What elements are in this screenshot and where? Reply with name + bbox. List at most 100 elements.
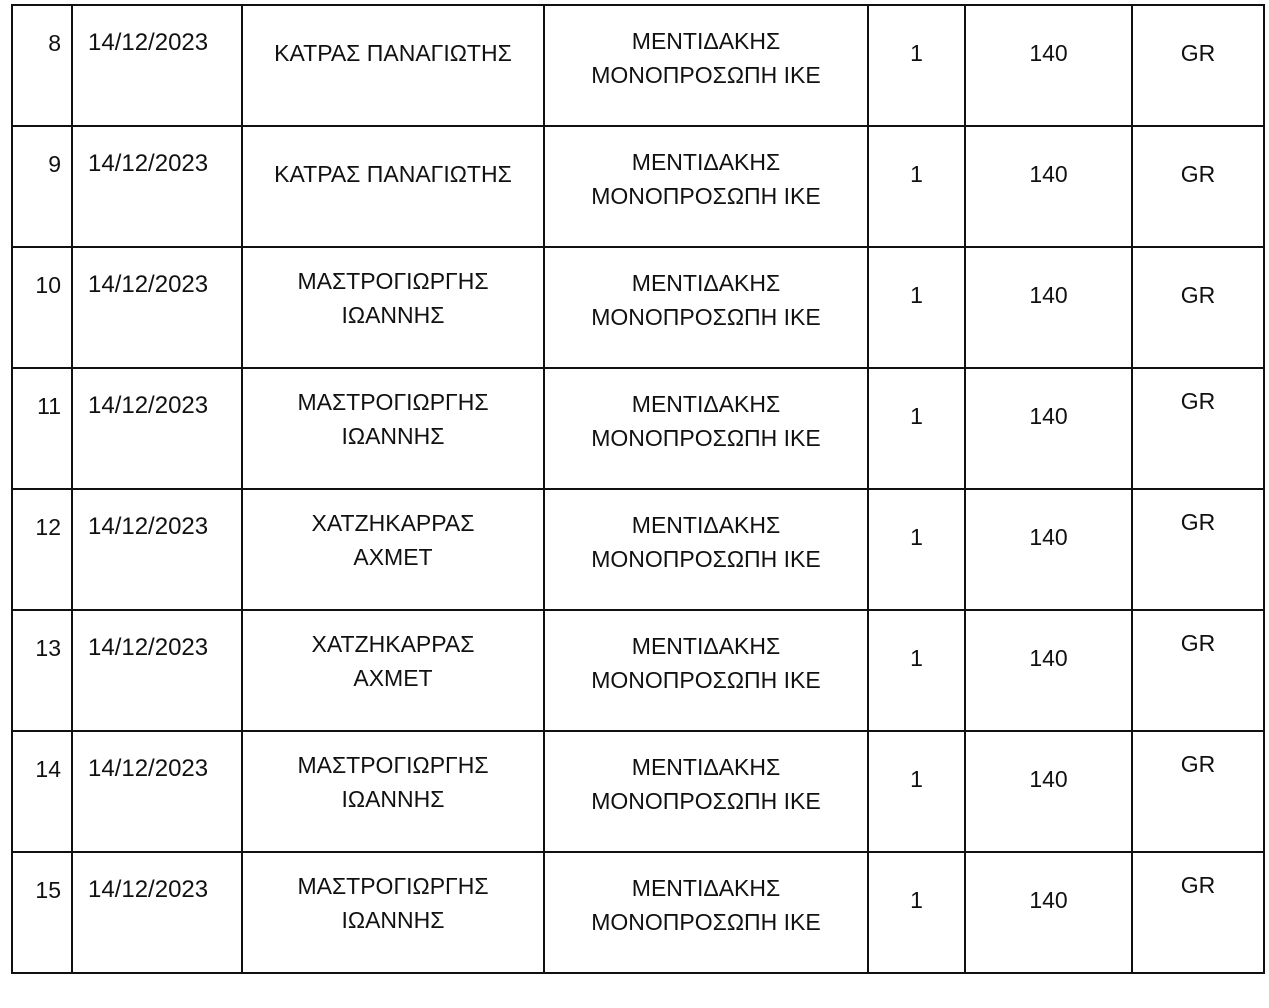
quantity-cell: 1 xyxy=(867,609,966,732)
country: GR xyxy=(1180,509,1216,535)
person-name-cell: ΜΑΣΤΡΟΓΙΩΡΓΗΣ ΙΩΑΝΝΗΣ xyxy=(241,367,545,490)
person-name: ΜΑΣΤΡΟΓΙΩΡΓΗΣ xyxy=(297,873,489,899)
table-row: 14 14/12/2023 ΜΑΣΤΡΟΓΙΩΡΓΗΣ ΙΩΑΝΝΗΣ ΜΕΝΤΙΔΑΚ… xyxy=(11,730,1265,853)
date: 14/12/2023 xyxy=(88,29,209,56)
company-name: ΜΕΝΤΙΔΑΚΗΣ xyxy=(631,875,781,901)
quantity-cell: 1 xyxy=(867,851,966,974)
row-number-cell: 11 xyxy=(11,367,73,490)
quantity: 1 xyxy=(910,282,923,308)
quantity-cell: 1 xyxy=(867,125,966,248)
quantity-cell: 1 xyxy=(867,730,966,853)
date-cell: 14/12/2023 xyxy=(71,4,243,127)
person-name-cell: ΚΑΤΡΑΣ ΠΑΝΑΓΙΩΤΗΣ xyxy=(241,4,545,127)
date: 14/12/2023 xyxy=(88,271,209,298)
person-name: ΚΑΤΡΑΣ ΠΑΝΑΓΙΩΤΗΣ xyxy=(274,40,512,66)
amount: 140 xyxy=(1029,766,1068,792)
company-name-cell: ΜΕΝΤΙΔΑΚΗΣ ΜΟΝΟΠΡΟΣΩΠΗ ΙΚΕ xyxy=(543,246,869,369)
row-number: 12 xyxy=(35,514,61,540)
person-name: ΜΑΣΤΡΟΓΙΩΡΓΗΣ xyxy=(297,268,489,294)
person-name-cell: ΚΑΤΡΑΣ ΠΑΝΑΓΙΩΤΗΣ xyxy=(241,125,545,248)
company-name: ΜΟΝΟΠΡΟΣΩΠΗ ΙΚΕ xyxy=(591,62,821,88)
amount-cell: 140 xyxy=(964,246,1133,369)
row-number-cell: 12 xyxy=(11,488,73,611)
row-number-cell: 15 xyxy=(11,851,73,974)
amount: 140 xyxy=(1029,282,1068,308)
company-name-cell: ΜΕΝΤΙΔΑΚΗΣ ΜΟΝΟΠΡΟΣΩΠΗ ΙΚΕ xyxy=(543,609,869,732)
date: 14/12/2023 xyxy=(88,392,209,419)
table-row: 13 14/12/2023 ΧΑΤΖΗΚΑΡΡΑΣ ΑΧΜΕΤ ΜΕΝΤΙΔΑΚΗΣ ΜΟ… xyxy=(11,609,1265,732)
row-number-cell: 8 xyxy=(11,4,73,127)
company-name-cell: ΜΕΝΤΙΔΑΚΗΣ ΜΟΝΟΠΡΟΣΩΠΗ ΙΚΕ xyxy=(543,851,869,974)
date-cell: 14/12/2023 xyxy=(71,488,243,611)
company-name: ΜΕΝΤΙΔΑΚΗΣ xyxy=(631,633,781,659)
country-cell: GR xyxy=(1131,851,1265,974)
quantity: 1 xyxy=(910,524,923,550)
date: 14/12/2023 xyxy=(88,513,209,540)
table-row: 12 14/12/2023 ΧΑΤΖΗΚΑΡΡΑΣ ΑΧΜΕΤ ΜΕΝΤΙΔΑΚΗΣ ΜΟ… xyxy=(11,488,1265,611)
company-name: ΜΟΝΟΠΡΟΣΩΠΗ ΙΚΕ xyxy=(591,667,821,693)
table-row: 9 14/12/2023 ΚΑΤΡΑΣ ΠΑΝΑΓΙΩΤΗΣ ΜΕΝΤΙΔΑΚΗΣ ΜΟ… xyxy=(11,125,1265,248)
person-name-cell: ΜΑΣΤΡΟΓΙΩΡΓΗΣ ΙΩΑΝΝΗΣ xyxy=(241,851,545,974)
row-number: 11 xyxy=(37,393,61,419)
row-number: 13 xyxy=(35,635,61,661)
date: 14/12/2023 xyxy=(88,755,209,782)
quantity: 1 xyxy=(910,887,923,913)
company-name: ΜΟΝΟΠΡΟΣΩΠΗ ΙΚΕ xyxy=(591,304,821,330)
date: 14/12/2023 xyxy=(88,876,209,903)
company-name: ΜΕΝΤΙΔΑΚΗΣ xyxy=(631,149,781,175)
country-cell: GR xyxy=(1131,609,1265,732)
country: GR xyxy=(1180,872,1216,898)
amount: 140 xyxy=(1029,524,1068,550)
person-name: ΙΩΑΝΝΗΣ xyxy=(341,907,445,933)
quantity-cell: 1 xyxy=(867,4,966,127)
table-row: 11 14/12/2023 ΜΑΣΤΡΟΓΙΩΡΓΗΣ ΙΩΑΝΝΗΣ ΜΕΝΤΙΔΑΚ… xyxy=(11,367,1265,490)
company-name-cell: ΜΕΝΤΙΔΑΚΗΣ ΜΟΝΟΠΡΟΣΩΠΗ ΙΚΕ xyxy=(543,367,869,490)
country-cell: GR xyxy=(1131,488,1265,611)
row-number: 10 xyxy=(35,272,61,298)
table-row: 15 14/12/2023 ΜΑΣΤΡΟΓΙΩΡΓΗΣ ΙΩΑΝΝΗΣ ΜΕΝΤΙΔΑΚ… xyxy=(11,851,1265,974)
person-name: ΧΑΤΖΗΚΑΡΡΑΣ xyxy=(311,510,475,536)
quantity: 1 xyxy=(910,403,923,429)
amount-cell: 140 xyxy=(964,488,1133,611)
amount: 140 xyxy=(1029,161,1068,187)
country: GR xyxy=(1180,388,1216,414)
amount-cell: 140 xyxy=(964,730,1133,853)
date: 14/12/2023 xyxy=(88,634,209,661)
person-name: ΙΩΑΝΝΗΣ xyxy=(341,786,445,812)
table-row: 8 14/12/2023 ΚΑΤΡΑΣ ΠΑΝΑΓΙΩΤΗΣ ΜΕΝΤΙΔΑΚΗΣ ΜΟ… xyxy=(11,4,1265,127)
quantity: 1 xyxy=(910,40,923,66)
person-name: ΑΧΜΕΤ xyxy=(353,665,433,691)
person-name: ΙΩΑΝΝΗΣ xyxy=(341,302,445,328)
company-name: ΜΟΝΟΠΡΟΣΩΠΗ ΙΚΕ xyxy=(591,788,821,814)
quantity-cell: 1 xyxy=(867,367,966,490)
company-name: ΜΟΝΟΠΡΟΣΩΠΗ ΙΚΕ xyxy=(591,183,821,209)
quantity: 1 xyxy=(910,645,923,671)
row-number: 9 xyxy=(48,151,61,177)
amount-cell: 140 xyxy=(964,125,1133,248)
company-name-cell: ΜΕΝΤΙΔΑΚΗΣ ΜΟΝΟΠΡΟΣΩΠΗ ΙΚΕ xyxy=(543,4,869,127)
quantity: 1 xyxy=(910,766,923,792)
country-cell: GR xyxy=(1131,367,1265,490)
person-name: ΜΑΣΤΡΟΓΙΩΡΓΗΣ xyxy=(297,752,489,778)
date: 14/12/2023 xyxy=(88,150,209,177)
row-number: 14 xyxy=(35,756,61,782)
country-cell: GR xyxy=(1131,125,1265,248)
company-name: ΜΕΝΤΙΔΑΚΗΣ xyxy=(631,754,781,780)
date-cell: 14/12/2023 xyxy=(71,851,243,974)
company-name-cell: ΜΕΝΤΙΔΑΚΗΣ ΜΟΝΟΠΡΟΣΩΠΗ ΙΚΕ xyxy=(543,488,869,611)
company-name: ΜΕΝΤΙΔΑΚΗΣ xyxy=(631,270,781,296)
row-number-cell: 13 xyxy=(11,609,73,732)
date-cell: 14/12/2023 xyxy=(71,730,243,853)
country: GR xyxy=(1180,751,1216,777)
row-number-cell: 9 xyxy=(11,125,73,248)
country-cell: GR xyxy=(1131,4,1265,127)
amount: 140 xyxy=(1029,887,1068,913)
country: GR xyxy=(1180,282,1216,308)
date-cell: 14/12/2023 xyxy=(71,367,243,490)
date-cell: 14/12/2023 xyxy=(71,246,243,369)
country: GR xyxy=(1180,630,1216,656)
person-name-cell: ΜΑΣΤΡΟΓΙΩΡΓΗΣ ΙΩΑΝΝΗΣ xyxy=(241,246,545,369)
person-name: ΑΧΜΕΤ xyxy=(353,544,433,570)
amount: 140 xyxy=(1029,403,1068,429)
amount-cell: 140 xyxy=(964,367,1133,490)
